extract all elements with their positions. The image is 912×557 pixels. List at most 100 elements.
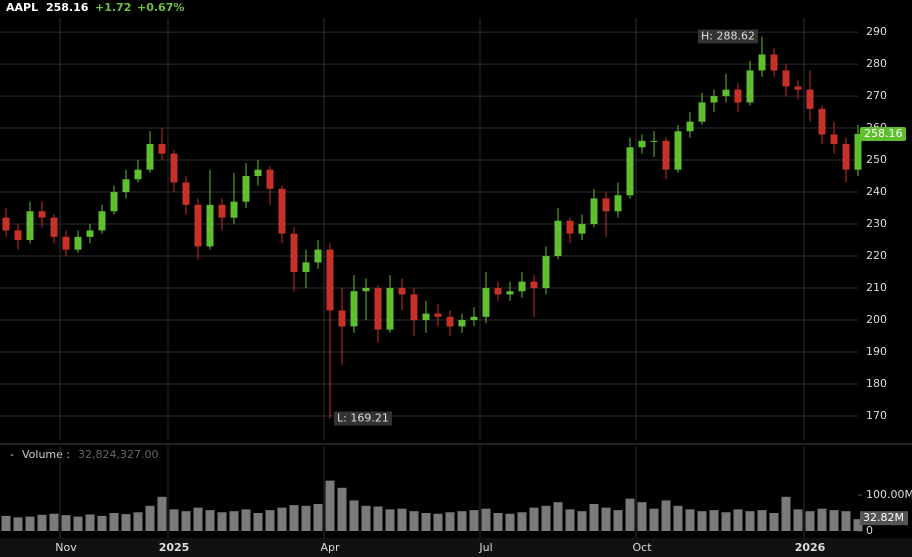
- volume-bar: [61, 515, 71, 531]
- volume-bar: [697, 511, 707, 531]
- volume-bar: [229, 511, 239, 531]
- y-tick-label: 0: [866, 524, 873, 537]
- candle-body: [674, 131, 682, 170]
- candle-body: [14, 230, 22, 241]
- candle-body: [410, 294, 418, 321]
- candle-body: [38, 211, 46, 218]
- candle-body: [806, 89, 814, 109]
- candle-body: [86, 230, 94, 237]
- volume-bar: [37, 514, 47, 531]
- candle-body: [98, 211, 106, 231]
- volume-bar: [685, 509, 695, 531]
- candle-body: [566, 220, 574, 234]
- candle-body: [326, 249, 334, 311]
- y-tick-label: 190: [866, 345, 887, 358]
- volume-bar: [841, 511, 851, 531]
- x-tick-label: Nov: [55, 541, 77, 554]
- volume-bar: [337, 487, 347, 531]
- candle-body: [626, 147, 634, 196]
- volume-bar: [313, 504, 323, 531]
- volume-bar: [145, 505, 155, 531]
- candle-body: [698, 102, 706, 122]
- price-tag-label: 258.16: [864, 127, 903, 140]
- volume-bar: [445, 512, 455, 531]
- candle-body: [350, 291, 358, 327]
- high-label-bg: [698, 29, 758, 44]
- y-tick-label: 210: [866, 281, 887, 294]
- candle-body: [374, 288, 382, 330]
- volume-bar: [265, 510, 275, 531]
- candle-body: [74, 236, 82, 250]
- candle-body: [542, 256, 550, 289]
- candle-body: [338, 310, 346, 327]
- candle-body: [710, 96, 718, 103]
- volume-bar: [409, 511, 419, 531]
- y-tick-label: 170: [866, 409, 887, 422]
- y-tick-label: 100.00M: [866, 488, 912, 501]
- candle-body: [602, 198, 610, 212]
- volume-bar: [481, 508, 491, 531]
- candle-body: [554, 220, 562, 257]
- candle-body: [386, 288, 394, 330]
- volume-bar: [109, 513, 119, 531]
- candle-body: [446, 316, 454, 327]
- ticker: AAPL: [6, 1, 38, 14]
- y-tick-label: 250: [866, 153, 887, 166]
- candle-body: [362, 288, 370, 292]
- volume-bar: [253, 513, 263, 531]
- x-tick-label: 2025: [159, 541, 190, 554]
- candle-body: [242, 176, 250, 202]
- volume-tag-label: 32.82M: [863, 511, 904, 524]
- volume-bar: [121, 514, 131, 531]
- low-label: L: 169.21: [337, 412, 389, 425]
- volume-bar: [709, 510, 719, 531]
- candle-body: [782, 70, 790, 87]
- volume-bar: [433, 513, 443, 531]
- candle-body: [266, 169, 274, 189]
- candle-body: [830, 134, 838, 145]
- candle-body: [638, 140, 646, 148]
- volume-bar: [193, 507, 203, 531]
- volume-bar: [853, 519, 863, 531]
- volume-bar: [649, 508, 659, 531]
- volume-bar: [541, 505, 551, 531]
- volume-bar: [529, 507, 539, 531]
- candle-body: [302, 262, 310, 273]
- volume-bar: [793, 509, 803, 531]
- candle-body: [734, 89, 742, 103]
- volume-bar: [553, 502, 563, 531]
- volume-bar: [577, 511, 587, 531]
- volume-bar: [721, 512, 731, 531]
- volume-title: Volume :: [22, 448, 70, 461]
- volume-bar: [589, 504, 599, 531]
- candle-body: [290, 233, 298, 273]
- y-tick-label: 290: [866, 25, 887, 38]
- candle-body: [794, 86, 802, 90]
- volume-bar: [13, 517, 23, 531]
- candle-body: [746, 70, 754, 103]
- y-tick-label: 280: [866, 57, 887, 70]
- high-label: H: 288.62: [701, 29, 755, 42]
- volume-bar: [25, 516, 35, 531]
- candle-body: [206, 204, 214, 247]
- candle-body: [122, 179, 130, 193]
- candle-body: [818, 108, 826, 135]
- volume-tag: [860, 511, 908, 526]
- volume-bar: [73, 516, 83, 531]
- volume-bar: [361, 505, 371, 531]
- candle-body: [158, 144, 166, 154]
- volume-bar: [97, 515, 107, 531]
- candle-body: [854, 133, 862, 170]
- candle-body: [722, 89, 730, 97]
- y-tick-label: 200: [866, 313, 887, 326]
- volume-bar: [769, 513, 779, 531]
- volume-bar: [277, 507, 287, 531]
- candle-body: [458, 320, 466, 327]
- x-tick-label: Oct: [632, 541, 652, 554]
- volume-bar: [661, 500, 671, 531]
- volume-bar: [781, 496, 791, 531]
- collapse-icon[interactable]: -: [10, 448, 14, 461]
- volume-bar: [469, 510, 479, 531]
- volume-bar: [181, 511, 191, 531]
- y-tick-label: 270: [866, 89, 887, 102]
